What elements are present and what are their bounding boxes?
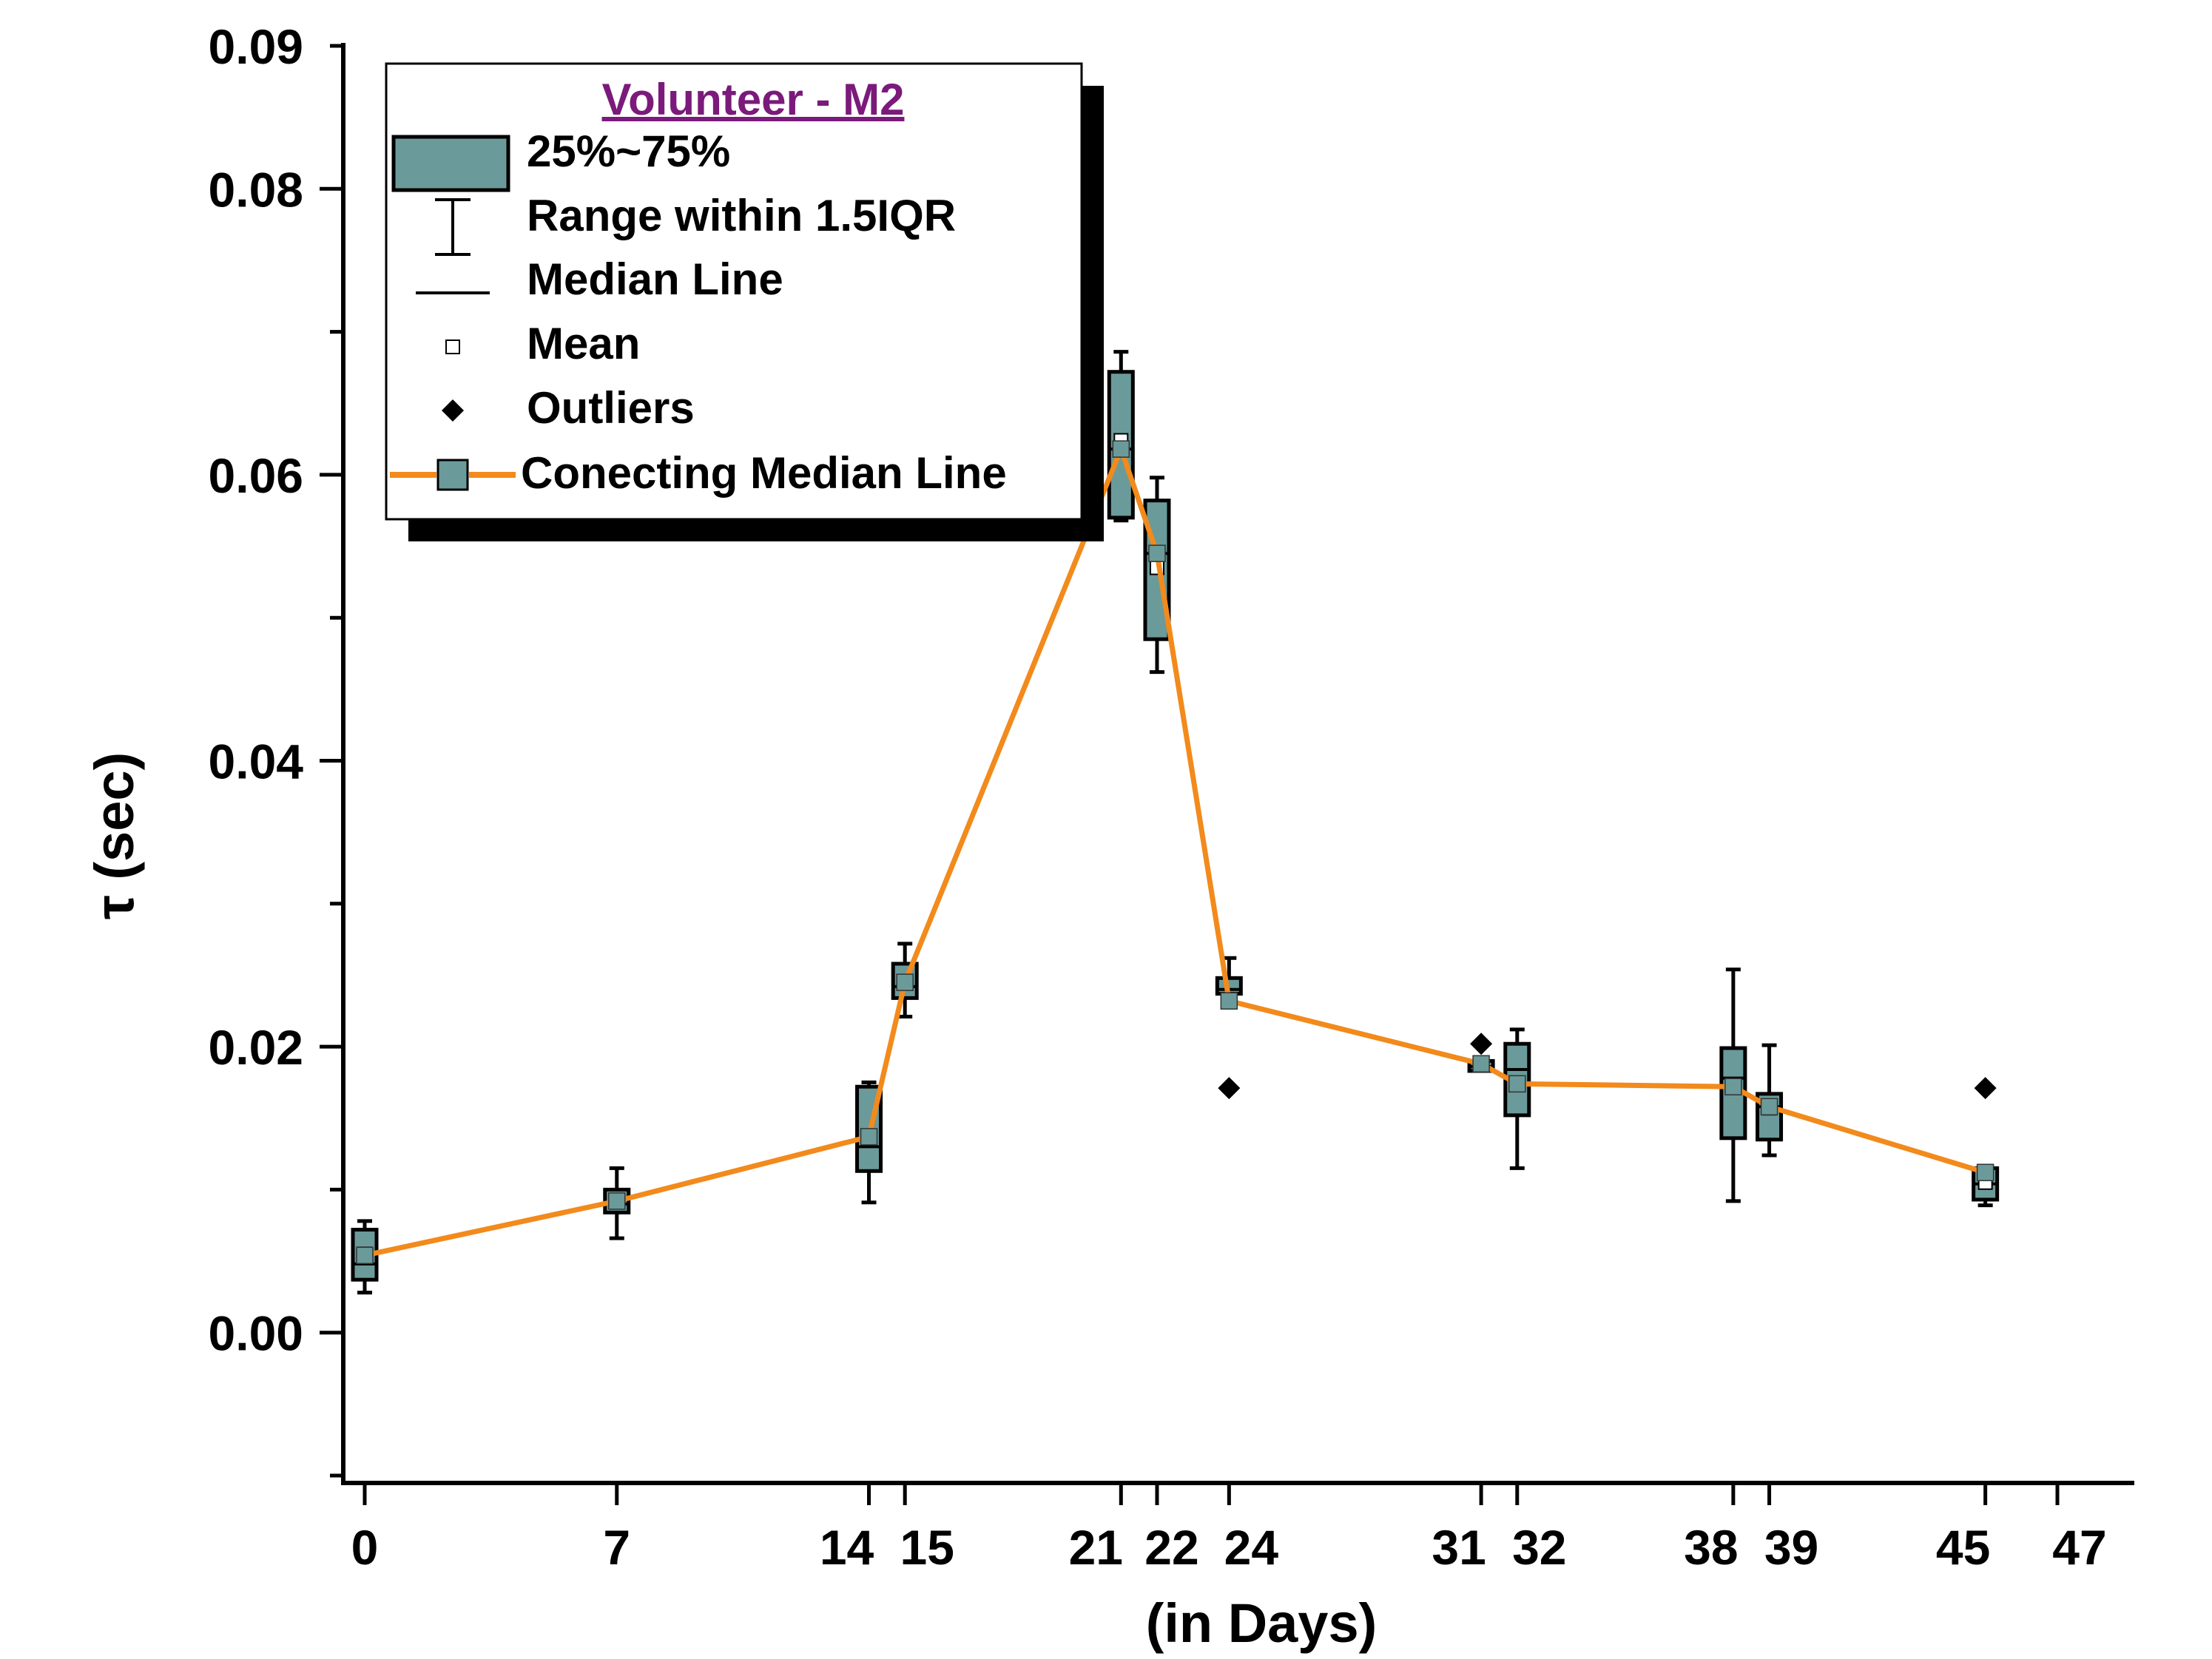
box-day-21 <box>1107 350 1135 523</box>
x-axis-label: (in Days) <box>1146 1592 1378 1654</box>
legend-label: Conecting Median Line <box>521 448 1007 498</box>
box-day-32 <box>1503 1027 1531 1170</box>
box-day-45 <box>1972 1077 2000 1208</box>
legend-label: Range within 1.5IQR <box>527 191 956 240</box>
connecting-median-point <box>1148 544 1166 562</box>
connecting-median-point <box>356 1246 374 1265</box>
connecting-median-point <box>1724 1078 1742 1095</box>
legend-label: 25%~75% <box>527 126 730 176</box>
x-tick-label: 47 <box>2052 1520 2106 1575</box>
connecting-median-point <box>1112 440 1130 458</box>
y-tick-label: 0.06 <box>209 448 303 503</box>
x-tick-label: 7 <box>603 1520 630 1575</box>
legend-swatch-line-marker <box>436 459 469 491</box>
x-tick-label: 38 <box>1684 1520 1738 1575</box>
legend-swatch-box <box>391 135 510 192</box>
legend-label: Median Line <box>527 254 783 304</box>
legend-label: Outliers <box>527 383 695 433</box>
legend-title: Volunteer - M2 <box>602 75 905 124</box>
outlier-marker <box>1470 1033 1493 1055</box>
y-tick-label: 0.04 <box>209 734 304 789</box>
y-axis-label: τ (sec) <box>84 752 145 919</box>
legend-swatch-mean <box>445 339 460 354</box>
connecting-median-point <box>1760 1098 1778 1116</box>
plot-area <box>351 350 2000 1295</box>
x-tick-label: 24 <box>1224 1520 1279 1575</box>
y-tick-label: 0.02 <box>209 1020 303 1075</box>
x-axis: 0 7 14 15 21 22 24 31 32 38 39 45 47 <box>341 1481 2134 1575</box>
x-tick-label: 45 <box>1936 1520 1990 1575</box>
connecting-median-point <box>1508 1075 1526 1093</box>
box-day-24 <box>1215 956 1243 1100</box>
connecting-median-point <box>1976 1163 1994 1181</box>
y-tick-label: 0.08 <box>209 162 303 217</box>
legend-swatch-outlier <box>442 399 464 422</box>
x-tick-label: 39 <box>1764 1520 1818 1575</box>
y-axis: 0.00 0.02 0.04 0.06 0.08 0.09 <box>209 19 345 1484</box>
x-tick-label: 0 <box>351 1520 379 1575</box>
legend: Volunteer - M2 25%~75% Range within 1.5IQ… <box>385 62 1104 541</box>
connecting-median-point <box>896 973 914 991</box>
legend-label: Mean <box>527 319 640 368</box>
x-tick-label: 14 <box>820 1520 874 1575</box>
outlier-marker <box>1974 1077 1997 1100</box>
connecting-median-point <box>1220 992 1238 1010</box>
box-day-22 <box>1143 476 1171 675</box>
connecting-median-point <box>1472 1055 1490 1073</box>
x-tick-label: 21 <box>1069 1520 1123 1575</box>
x-tick-label: 31 <box>1432 1520 1486 1575</box>
x-tick-label: 22 <box>1144 1520 1198 1575</box>
y-tick-label: 0.09 <box>209 19 303 74</box>
x-tick-label: 32 <box>1512 1520 1566 1575</box>
y-tick-label: 0.00 <box>209 1306 303 1361</box>
connecting-median-point <box>860 1128 878 1146</box>
outlier-marker <box>1218 1077 1241 1100</box>
connecting-median-point <box>608 1192 626 1210</box>
legend-items: 25%~75% Range within 1.5IQR Median Line Mea… <box>390 126 1007 498</box>
x-tick-label: 15 <box>900 1520 954 1575</box>
